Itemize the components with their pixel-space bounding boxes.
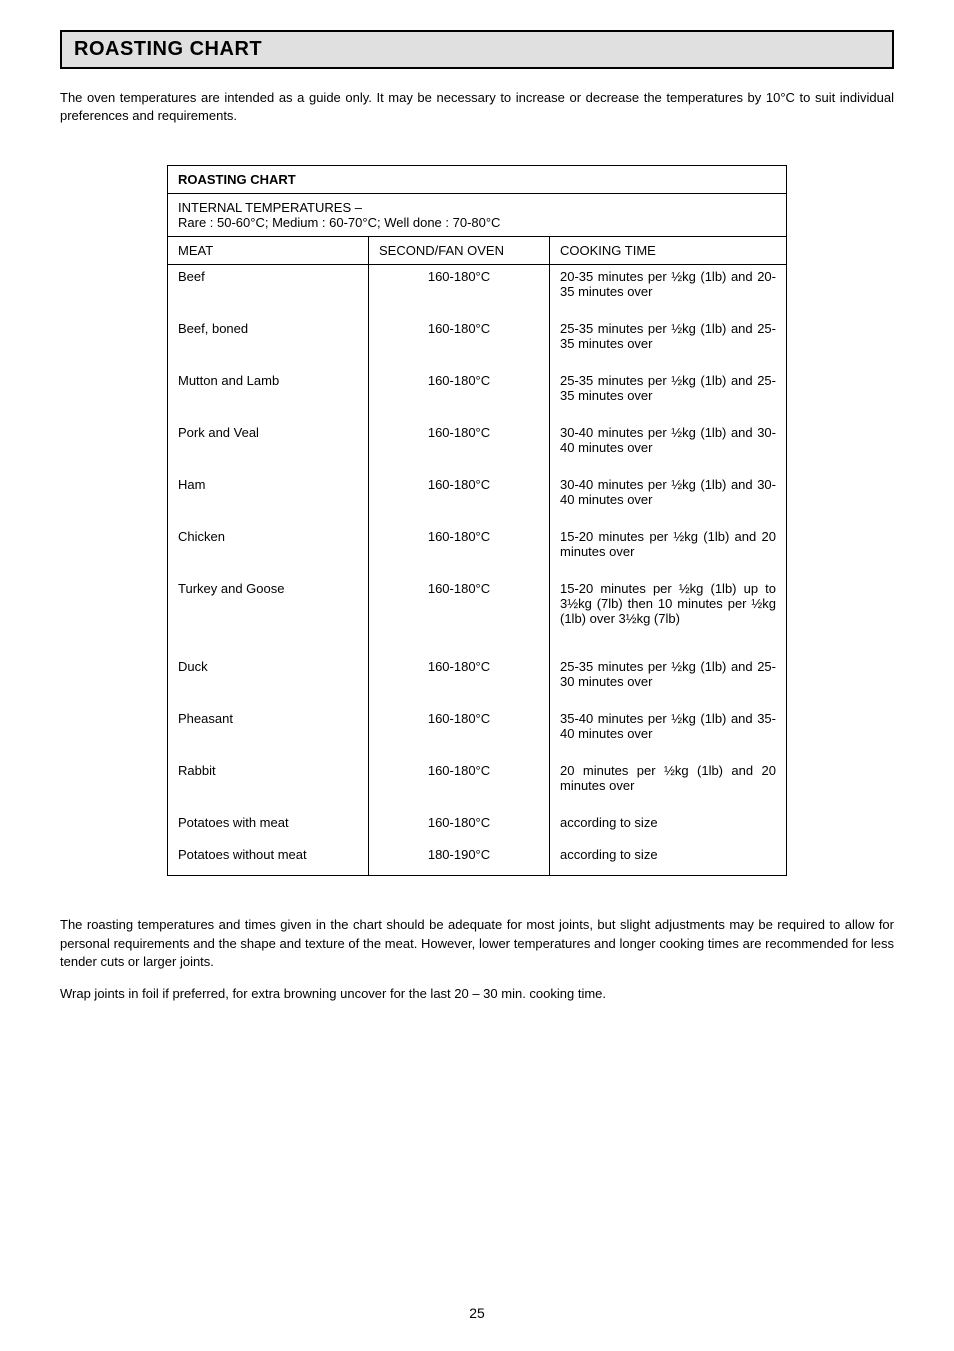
oven-cell: 160-180°C xyxy=(369,655,549,707)
oven-cell: 180-190°C xyxy=(369,843,549,875)
footer-paragraph-1: The roasting temperatures and times give… xyxy=(60,916,894,971)
meat-cell: Turkey and Goose xyxy=(168,577,368,655)
time-cell: 15-20 minutes per ½kg (1lb) up to 3½kg (… xyxy=(550,577,786,655)
page: ROASTING CHART The oven temperatures are… xyxy=(0,0,954,1351)
time-cell: 30-40 minutes per ½kg (1lb) and 30-40 mi… xyxy=(550,421,786,473)
oven-column: 160-180°C160-180°C160-180°C160-180°C160-… xyxy=(369,265,550,876)
oven-cell: 160-180°C xyxy=(369,265,549,317)
oven-cell: 160-180°C xyxy=(369,577,549,655)
time-cell: 25-35 minutes per ½kg (1lb) and 25-35 mi… xyxy=(550,317,786,369)
time-cell: 20-35 minutes per ½kg (1lb) and 20-35 mi… xyxy=(550,265,786,317)
time-cell: according to size xyxy=(550,843,786,875)
time-cell: 25-35 minutes per ½kg (1lb) and 25-35 mi… xyxy=(550,369,786,421)
meat-cell: Beef, boned xyxy=(168,317,368,369)
chart-wrapper: ROASTING CHART INTERNAL TEMPERATURES – R… xyxy=(60,165,894,876)
oven-cell: 160-180°C xyxy=(369,421,549,473)
meat-cell: Duck xyxy=(168,655,368,707)
oven-cell: 160-180°C xyxy=(369,317,549,369)
internal-temps-row: INTERNAL TEMPERATURES – Rare : 50-60°C; … xyxy=(168,194,787,237)
time-cell: 15-20 minutes per ½kg (1lb) and 20 minut… xyxy=(550,525,786,577)
page-title: ROASTING CHART xyxy=(74,38,880,61)
internal-temps-detail: Rare : 50-60°C; Medium : 60-70°C; Well d… xyxy=(178,215,500,230)
oven-cell: 160-180°C xyxy=(369,759,549,811)
intro-paragraph: The oven temperatures are intended as a … xyxy=(60,89,894,125)
oven-cell: 160-180°C xyxy=(369,525,549,577)
oven-cell: 160-180°C xyxy=(369,473,549,525)
oven-cell: 160-180°C xyxy=(369,811,549,843)
roasting-table: ROASTING CHART INTERNAL TEMPERATURES – R… xyxy=(167,165,787,876)
page-number: 25 xyxy=(0,1305,954,1321)
time-cell: 25-35 minutes per ½kg (1lb) and 25-30 mi… xyxy=(550,655,786,707)
col-header-time: COOKING TIME xyxy=(550,237,787,265)
time-column: 20-35 minutes per ½kg (1lb) and 20-35 mi… xyxy=(550,265,787,876)
title-bar: ROASTING CHART xyxy=(60,30,894,69)
meat-cell: Chicken xyxy=(168,525,368,577)
footer-paragraph-2: Wrap joints in foil if preferred, for ex… xyxy=(60,985,894,1003)
meat-cell: Potatoes without meat xyxy=(168,843,368,875)
meat-cell: Mutton and Lamb xyxy=(168,369,368,421)
meat-cell: Pork and Veal xyxy=(168,421,368,473)
oven-cell: 160-180°C xyxy=(369,707,549,759)
time-cell: 35-40 minutes per ½kg (1lb) and 35-40 mi… xyxy=(550,707,786,759)
meat-cell: Beef xyxy=(168,265,368,317)
data-body-row: BeefBeef, bonedMutton and LambPork and V… xyxy=(168,265,787,876)
col-header-meat: MEAT xyxy=(168,237,369,265)
meat-cell: Rabbit xyxy=(168,759,368,811)
col-header-oven: SECOND/FAN OVEN xyxy=(369,237,550,265)
chart-heading: ROASTING CHART xyxy=(168,166,787,194)
internal-temps-cell: INTERNAL TEMPERATURES – Rare : 50-60°C; … xyxy=(168,194,787,237)
meat-column: BeefBeef, bonedMutton and LambPork and V… xyxy=(168,265,369,876)
time-cell: according to size xyxy=(550,811,786,843)
time-cell: 20 minutes per ½kg (1lb) and 20 minutes … xyxy=(550,759,786,811)
chart-heading-row: ROASTING CHART xyxy=(168,166,787,194)
oven-cell: 160-180°C xyxy=(369,369,549,421)
internal-temps-label: INTERNAL TEMPERATURES – xyxy=(178,200,362,215)
meat-cell: Ham xyxy=(168,473,368,525)
meat-cell: Pheasant xyxy=(168,707,368,759)
column-header-row: MEAT SECOND/FAN OVEN COOKING TIME xyxy=(168,237,787,265)
time-cell: 30-40 minutes per ½kg (1lb) and 30-40 mi… xyxy=(550,473,786,525)
meat-cell: Potatoes with meat xyxy=(168,811,368,843)
